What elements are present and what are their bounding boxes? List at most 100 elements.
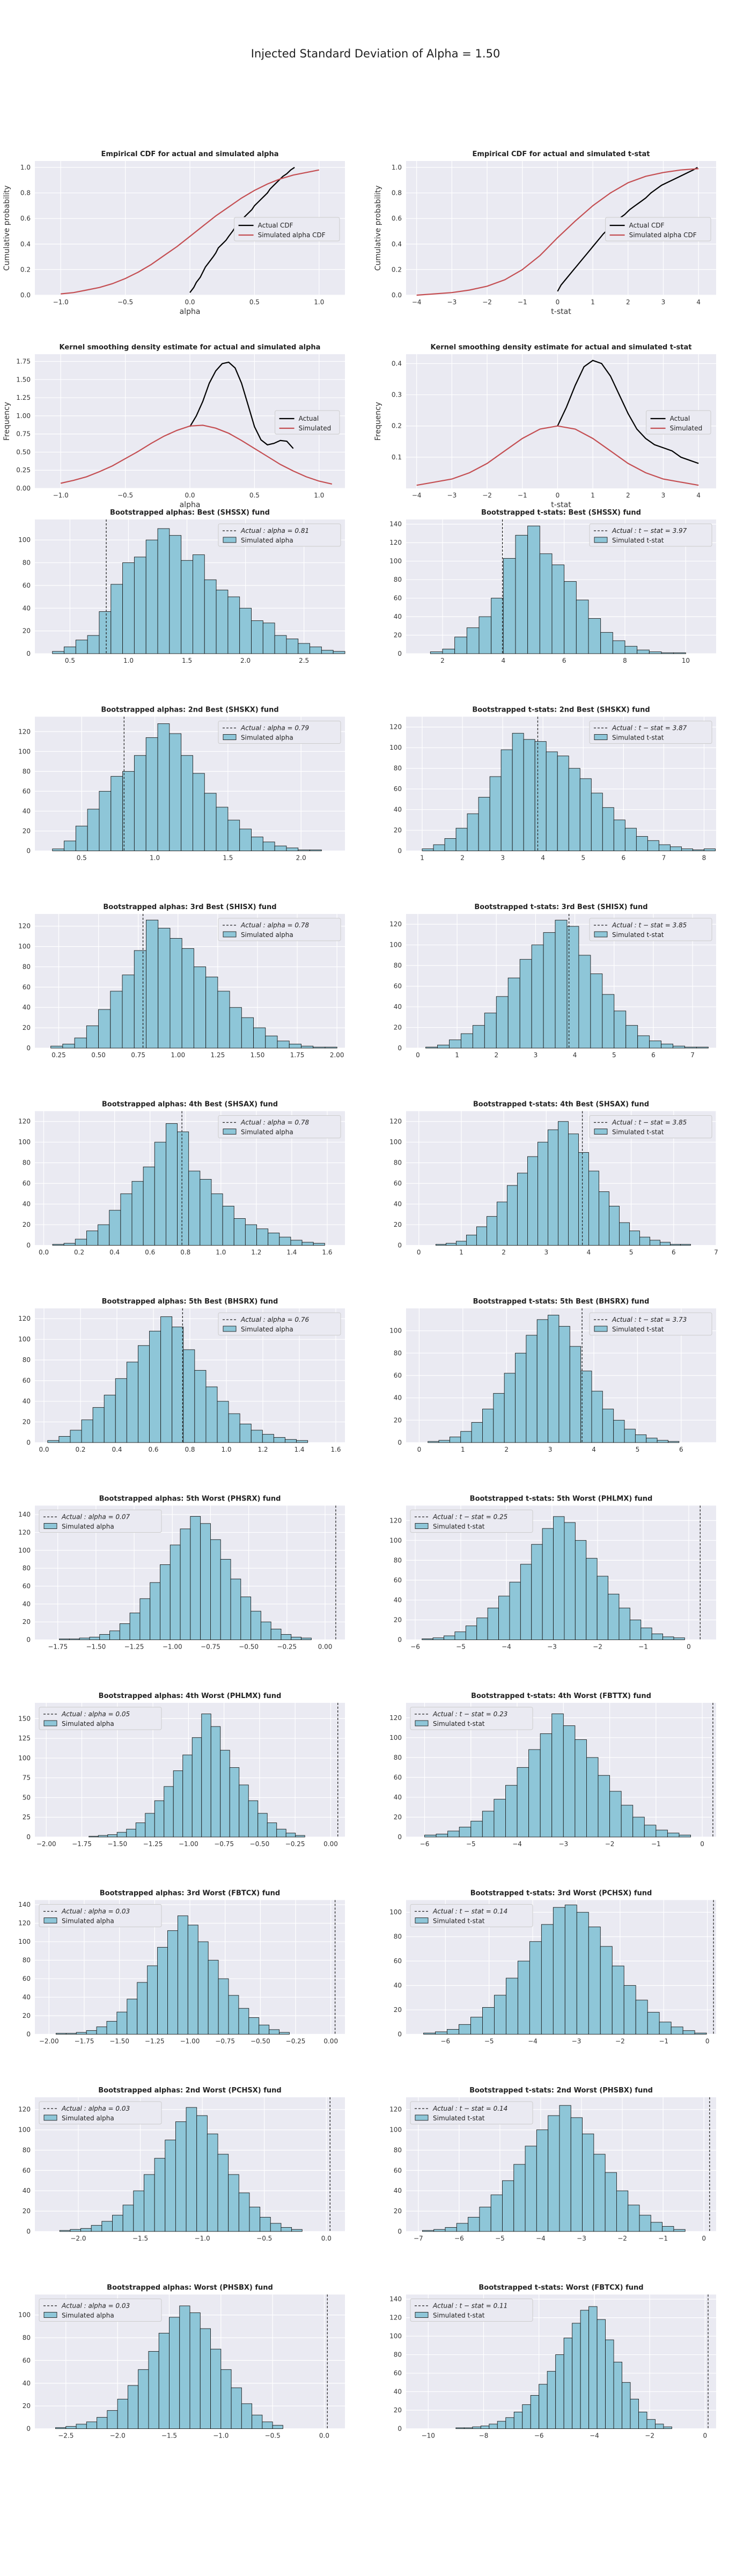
histogram-bar (165, 1123, 178, 1246)
x-tick-label: 2 (460, 854, 465, 862)
histogram-bar (115, 1378, 127, 1443)
legend-box (218, 523, 341, 547)
x-tick-label: 0 (556, 298, 560, 306)
histogram-bar (169, 2317, 180, 2429)
histogram-bar (422, 1638, 433, 1640)
histogram-bar (588, 2306, 598, 2429)
y-tick-label: 1.00 (16, 412, 31, 420)
histogram-bar (75, 825, 88, 851)
histogram-bar (189, 2312, 201, 2429)
y-tick-label: 0.6 (20, 215, 31, 222)
x-tick-label: 4 (541, 854, 545, 862)
y-tick-label: 100 (18, 2311, 31, 2319)
histogram-bar (432, 1637, 445, 1640)
histogram-bar (257, 1813, 268, 1838)
y-tick-label: 0.2 (20, 266, 31, 273)
histogram-bar (498, 1596, 510, 1640)
y-tick-label: 0.4 (392, 240, 402, 248)
histogram-bar (117, 2398, 128, 2429)
histogram-bar (81, 1419, 93, 1443)
legend-label: Simulated t-stat (612, 1129, 664, 1136)
x-tick-label: 0.0 (321, 2235, 332, 2242)
y-tick-label: 20 (394, 1616, 402, 1623)
histogram-bar (216, 807, 229, 851)
x-tick-label: 0.00 (323, 1840, 338, 1848)
y-tick-label: 120 (389, 1517, 402, 1524)
histogram-bar (52, 848, 64, 851)
histogram-bar (430, 652, 443, 654)
y-tick-label: 40 (23, 2380, 31, 2387)
histogram-bar (536, 2129, 549, 2232)
y-tick-label: 1.0 (20, 164, 31, 171)
legend-swatch (415, 2312, 429, 2318)
x-tick-label: 4 (587, 1249, 591, 1256)
histogram-bar (281, 1634, 292, 1640)
x-tick-label: 5 (629, 1249, 634, 1256)
histogram-bar (612, 640, 625, 654)
y-tick-label: 100 (18, 536, 31, 544)
chart-title: Bootstrapped alphas: 5th Best (BHSRX) fu… (102, 1298, 278, 1306)
histogram-bar (538, 1141, 548, 1246)
y-tick-label: 80 (394, 1159, 402, 1167)
histogram-bar (613, 819, 625, 851)
histogram-bar (210, 1539, 221, 1640)
histogram-bar (277, 1041, 290, 1049)
histogram-bar (639, 1236, 650, 1246)
histogram-bar (122, 2205, 134, 2232)
histogram-bar (680, 1244, 691, 1246)
x-tick-label: −4 (412, 492, 422, 499)
chart-title: Kernel smoothing density estimate for ac… (431, 343, 692, 352)
histogram-bar (542, 1528, 554, 1640)
histogram-bar (158, 928, 171, 1049)
chart-panel-9: 0 20 40 60 80 100 120 0 1 2 3 4 5 6 7 Bootstrapped t-st… (389, 903, 716, 1059)
histogram-bar (582, 2133, 594, 2232)
histogram-bar (496, 996, 509, 1049)
histogram-bar (646, 1438, 658, 1443)
y-tick-label: 40 (394, 613, 402, 620)
histogram-bar (423, 2032, 436, 2035)
histogram-bar (175, 2121, 187, 2232)
histogram-bar (256, 1228, 269, 1246)
histogram-bar (251, 1611, 261, 1640)
histogram-bar (456, 2223, 469, 2232)
histogram-bar (471, 1422, 483, 1443)
y-tick-label: 0 (26, 1439, 31, 1446)
histogram-bar (602, 1409, 614, 1443)
histogram-bar (670, 1244, 681, 1246)
histogram-bar (503, 558, 516, 654)
y-tick-label: 0.1 (392, 453, 402, 461)
histogram-bar (682, 2030, 695, 2035)
histogram-bar (59, 2230, 71, 2232)
histogram-bar (534, 741, 547, 851)
y-tick-label: 0.0 (392, 291, 402, 299)
histogram-bar (486, 1216, 497, 1246)
histogram-bar (482, 2007, 495, 2035)
histogram-bar (497, 2421, 506, 2429)
x-tick-label: 1.6 (330, 1446, 341, 1453)
legend-label: Simulated alpha (62, 1720, 114, 1728)
y-tick-label: 80 (394, 1933, 402, 1941)
y-tick-label: 60 (394, 1957, 402, 1965)
histogram-bar (131, 1181, 144, 1246)
y-tick-label: 0 (397, 2031, 402, 2038)
legend-box (39, 1510, 162, 1533)
histogram-bar (222, 1205, 234, 1246)
histogram-bar (217, 991, 230, 1049)
chart-title: Bootstrapped t-stats: 3rd Worst (PCHSX) … (470, 1890, 652, 1898)
y-tick-label: 80 (394, 1349, 402, 1357)
histogram-bar (422, 848, 434, 851)
histogram-bar (507, 977, 520, 1049)
histogram-bar (484, 1013, 497, 1049)
series-line-0 (189, 361, 294, 449)
figure-suptitle: Injected Standard Deviation of Alpha = 1… (251, 47, 500, 60)
histogram-bar (494, 1799, 506, 1838)
histogram-bar (286, 847, 299, 851)
chart-title: Bootstrapped alphas: 4th Worst (PHLMX) f… (99, 1692, 282, 1700)
y-tick-label: 60 (394, 1576, 402, 1584)
x-tick-label: 6 (679, 1446, 683, 1453)
y-tick-label: 0.2 (392, 266, 402, 273)
legend-label: Actual : alpha = 0.03 (61, 2302, 130, 2310)
histogram-bar (99, 611, 112, 654)
histogram-bar (558, 1121, 569, 1246)
legend-label: Simulated t-stat (612, 734, 664, 742)
